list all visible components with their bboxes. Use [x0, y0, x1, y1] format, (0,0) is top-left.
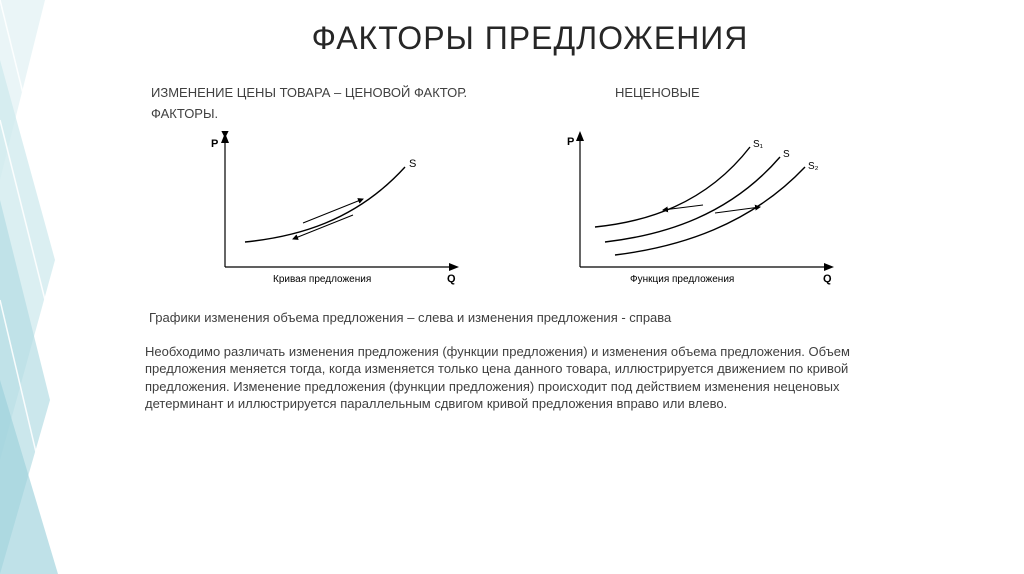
caption-paragraph: Графики изменения объема предложения – с… — [145, 309, 915, 327]
curve-label-s: S — [783, 149, 790, 160]
subtitle-right: НЕЦЕНОВЫЕ — [615, 85, 915, 100]
subtitle-left: ИЗМЕНЕНИЕ ЦЕНЫ ТОВАРА – ЦЕНОВОЙ ФАКТОР. — [145, 85, 615, 100]
slide-title: ФАКТОРЫ ПРЕДЛОЖЕНИЯ — [145, 20, 915, 57]
curve-s — [605, 157, 780, 242]
curve-s1 — [595, 147, 750, 227]
chart-supply-curve: P Q S Кривая предложения — [195, 127, 525, 287]
curve-label-s2: S₂ — [808, 161, 819, 172]
x-axis-label: Q — [447, 273, 456, 285]
subtitle-row: ИЗМЕНЕНИЕ ЦЕНЫ ТОВАРА – ЦЕНОВОЙ ФАКТОР. … — [145, 85, 915, 100]
subtitle-row2-text: ФАКТОРЫ. — [145, 106, 218, 121]
curve-s2 — [615, 167, 805, 255]
chart-caption-left: Кривая предложения — [273, 274, 371, 285]
arrow-down — [293, 215, 353, 239]
charts-row: P Q S Кривая предложения — [145, 127, 915, 287]
curve-label-s1: S₁ — [753, 139, 764, 150]
body-paragraph: Необходимо различать изменения предложен… — [145, 343, 915, 413]
curve-label-s: S — [409, 158, 416, 170]
slide-decoration — [0, 0, 60, 574]
x-axis-label-r: Q — [823, 273, 832, 285]
supply-curve — [245, 167, 405, 242]
y-axis-label: P — [211, 138, 218, 150]
subtitle-row-2: ФАКТОРЫ. — [145, 106, 915, 121]
chart-supply-function: P Q S₁ S S₂ Функция предложения — [555, 127, 885, 287]
slide-content: ФАКТОРЫ ПРЕДЛОЖЕНИЯ ИЗМЕНЕНИЕ ЦЕНЫ ТОВАР… — [145, 20, 915, 413]
shift-arrow-right — [715, 207, 760, 213]
y-axis-label-r: P — [567, 136, 574, 148]
chart-caption-right: Функция предложения — [630, 274, 734, 285]
shift-arrow-left — [663, 205, 703, 210]
